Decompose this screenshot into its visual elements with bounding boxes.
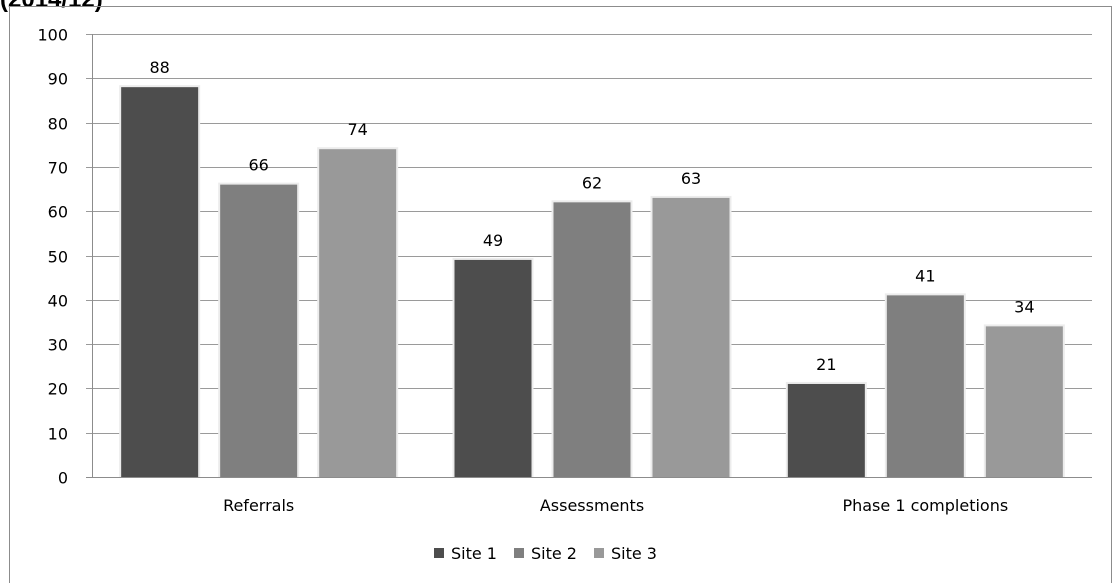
y-tick-label: 30	[48, 336, 68, 355]
legend-label: Site 1	[451, 544, 497, 563]
legend-swatch	[434, 548, 444, 558]
bar	[454, 259, 532, 477]
data-label: 74	[347, 120, 367, 139]
data-label: 34	[1014, 297, 1034, 316]
bar	[787, 383, 865, 477]
chart-frame	[9, 6, 1112, 583]
y-tick-label: 40	[48, 292, 68, 311]
category-label: Assessments	[540, 496, 644, 515]
y-tick-label: 70	[48, 159, 68, 178]
data-label: 88	[149, 58, 169, 77]
y-tick-label: 10	[48, 425, 68, 444]
bars	[119, 85, 1065, 477]
y-tick-label: 20	[48, 380, 68, 399]
y-tick-label: 100	[37, 26, 68, 45]
y-tick-label: 0	[58, 469, 68, 488]
legend-swatch	[514, 548, 524, 558]
legend-swatch	[594, 548, 604, 558]
legend-label: Site 3	[611, 544, 657, 563]
bar	[220, 184, 298, 477]
bar	[319, 149, 397, 477]
y-tick-label: 50	[48, 248, 68, 267]
bar	[121, 87, 199, 477]
data-label: 62	[582, 173, 602, 192]
bar	[553, 202, 631, 477]
data-label: 63	[681, 169, 701, 188]
y-axis: 0 10 20 30 40 50 60 70 80 90 100	[37, 26, 93, 488]
data-label: 41	[915, 266, 935, 285]
bar	[652, 197, 730, 477]
x-axis: Referrals Assessments Phase 1 completions	[223, 496, 1008, 515]
y-tick-label: 80	[48, 115, 68, 134]
data-labels: 88 66 74 49 62 63 21 41 34	[149, 58, 1034, 374]
data-label: 66	[248, 156, 268, 175]
y-tick-label: 90	[48, 70, 68, 89]
legend: Site 1 Site 2 Site 3	[434, 544, 657, 563]
bar	[985, 326, 1063, 477]
data-label: 21	[816, 355, 836, 374]
data-label: 49	[483, 231, 503, 250]
legend-label: Site 2	[531, 544, 577, 563]
y-tick-label: 60	[48, 203, 68, 222]
category-label: Referrals	[223, 496, 294, 515]
bar	[886, 295, 964, 477]
category-label: Phase 1 completions	[842, 496, 1008, 515]
